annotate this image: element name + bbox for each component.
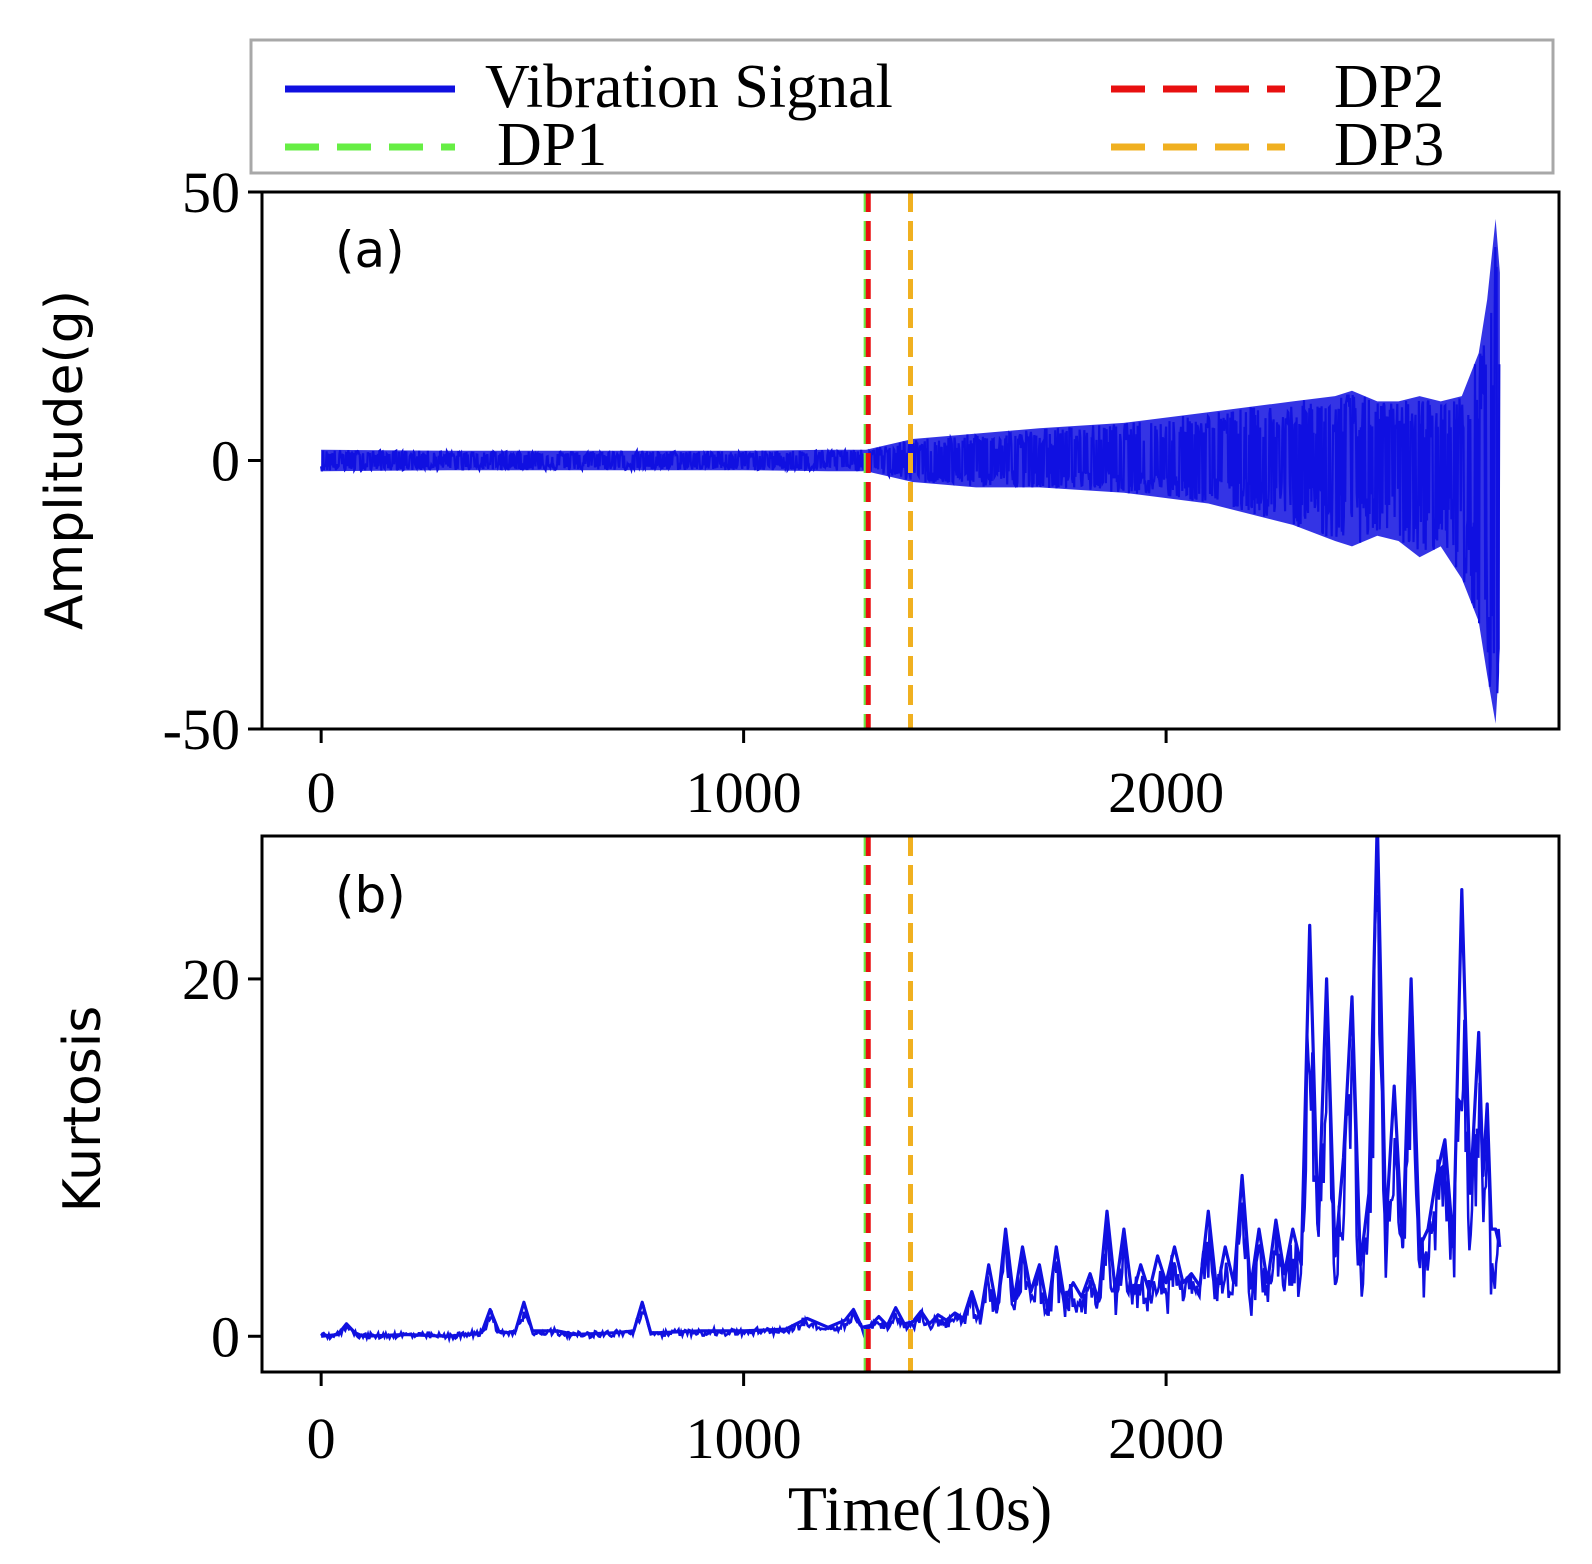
y-tick-label: 20 [182,947,240,1012]
y-tick-label: 50 [182,160,240,225]
legend-label-signal: Vibration Signal [485,53,893,121]
x-tick-label: 0 [307,1406,336,1471]
panel-b: 0 1000 2000 0 20 (b) Kurtosis [53,834,1561,1471]
x-axis-label: Time(10s) [788,1473,1052,1544]
panel-b-ticks: 0 1000 2000 0 20 [182,947,1224,1471]
panel-a-ticks: 0 1000 2000 -50 0 50 [163,160,1224,825]
legend-label-dp2: DP2 [1334,53,1444,121]
panel-b-label: (b) [335,866,406,924]
panel-a-plot-area [320,192,1501,729]
panel-b-axes-frame [260,834,1561,1374]
legend-label-dp1: DP1 [497,111,607,179]
x-tick-label: 2000 [1108,1406,1224,1471]
x-tick-label: 1000 [686,1406,802,1471]
y-tick-label: -50 [163,697,240,762]
panel-a: 0 1000 2000 -50 0 50 (a) Amplitude(g) [35,160,1561,825]
x-tick-label: 2000 [1108,760,1224,825]
x-tick-label: 1000 [686,760,802,825]
y-tick-label: 0 [211,1304,240,1369]
kurtosis-line [320,836,1502,1338]
x-tick-label: 0 [307,760,336,825]
legend: Vibration Signal DP1 DP2 DP3 [249,38,1555,179]
panel-b-plot-area [320,836,1502,1372]
legend-label-dp3: DP3 [1334,111,1444,179]
panel-a-label: (a) [335,221,405,279]
legend-box [249,38,1555,175]
y-tick-label: 0 [211,429,240,494]
panel-a-ylabel: Amplitude(g) [35,290,95,630]
panel-b-ylabel: Kurtosis [53,1006,113,1213]
